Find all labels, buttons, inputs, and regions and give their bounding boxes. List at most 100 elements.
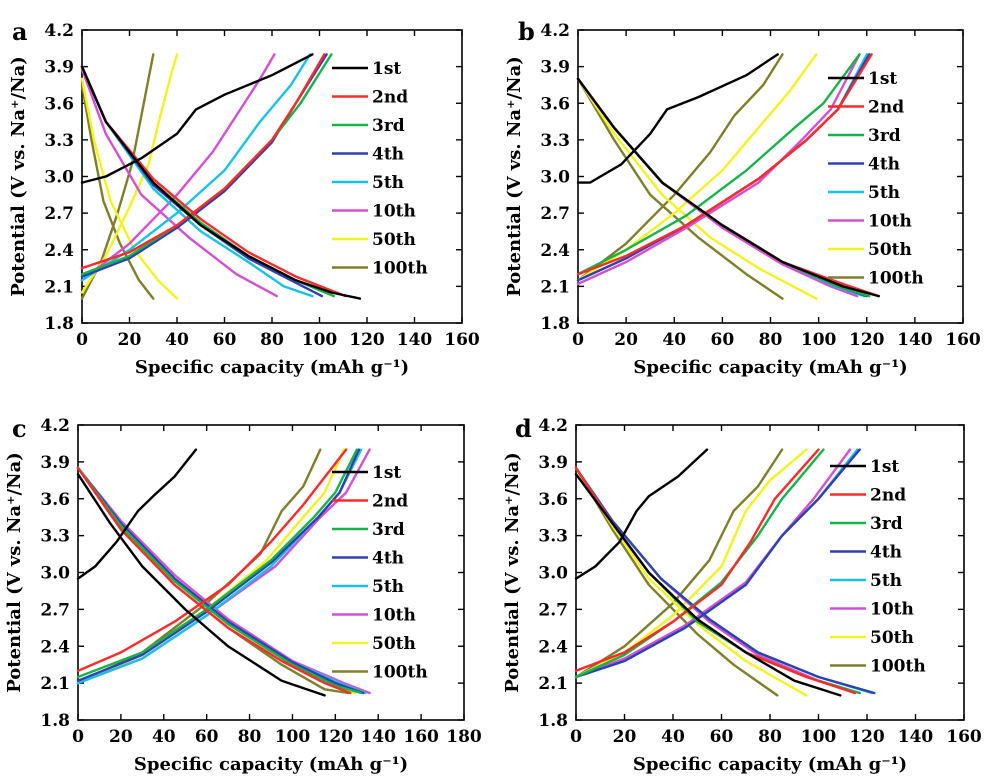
panel-letter: d [515, 414, 532, 443]
series-100th-discharge-curve [574, 466, 779, 697]
panel-c: 0 20 40 60 80 100 120 140 160 180 1.8 2.1 2.4 2.7 3.0 3… [4, 414, 482, 775]
legend-label: 10th [870, 600, 914, 620]
series-1st-charge-curve [574, 448, 709, 580]
x-tick-label: 60 [195, 727, 219, 747]
legend: 1st 2nd 3rd 4th 5th 10th 50th 100th [830, 457, 926, 677]
y-tick-label: 2.4 [538, 637, 568, 657]
x-tick-label: 80 [260, 330, 284, 350]
x-tick-label: 40 [165, 330, 189, 350]
y-tick-label: 3.9 [540, 58, 570, 78]
legend-label: 10th [372, 202, 416, 222]
x-tick-label: 80 [758, 727, 782, 747]
legend-label: 1st [868, 69, 897, 89]
y-tick-label: 3.6 [540, 94, 570, 114]
series-2nd-charge-curve [574, 448, 820, 672]
x-tick-label: 40 [661, 727, 685, 747]
y-tick-label: 3.3 [44, 131, 74, 151]
legend: 1st 2nd 3rd 4th 5th 10th 50th 100th [332, 59, 428, 279]
legend-label: 50th [870, 628, 914, 648]
legend-label: 100th [372, 663, 428, 683]
y-tick-label: 3.0 [538, 564, 568, 584]
series-100th-charge-curve [576, 53, 784, 282]
series-3rd-charge-curve [76, 448, 358, 679]
y-tick-label: 3.6 [44, 94, 74, 114]
y-tick-label: 3.0 [44, 168, 74, 188]
series-100th-discharge-curve [76, 466, 350, 695]
x-tick-label: 160 [403, 727, 439, 747]
x-tick-label: 140 [360, 727, 396, 747]
legend-label: 3rd [372, 116, 405, 136]
series-3rd-charge-curve [574, 448, 825, 679]
series-50th-charge-curve [80, 53, 179, 294]
y-tick-label: 4.2 [538, 416, 568, 436]
x-tick-label: 20 [613, 727, 637, 747]
x-tick-label: 80 [759, 330, 783, 350]
legend-label: 5th [868, 183, 900, 203]
x-tick-label: 0 [72, 727, 84, 747]
y-tick-label: 3.9 [538, 453, 568, 473]
y-tick-label: 2.4 [40, 637, 70, 657]
series-100th-discharge-curve [576, 77, 784, 300]
y-tick-label: 2.1 [40, 674, 70, 694]
series-3rd-discharge-curve [76, 466, 363, 695]
x-tick-label: 60 [710, 727, 734, 747]
legend-label: 4th [372, 549, 404, 569]
series-1st-charge-curve [576, 53, 779, 184]
y-tick-label: 1.8 [44, 314, 74, 334]
y-tick-label: 3.3 [538, 527, 568, 547]
legend-label: 5th [372, 577, 404, 597]
series-4th-charge-curve [574, 448, 861, 679]
series-100th-discharge-curve [80, 83, 155, 300]
panel-letter: c [12, 414, 27, 443]
x-tick-label: 60 [213, 330, 237, 350]
y-tick-label: 2.7 [538, 600, 568, 620]
x-tick-label: 120 [318, 727, 354, 747]
legend-label: 50th [372, 230, 416, 250]
y-tick-label: 3.9 [44, 58, 74, 78]
series-5th-charge-curve [574, 448, 859, 679]
y-tick-label: 4.2 [44, 21, 74, 41]
x-tick-label: 100 [302, 330, 338, 350]
y-axis-title: Potential (V vs. Na⁺/Na) [504, 56, 525, 297]
x-tick-label: 100 [801, 727, 837, 747]
legend-label: 100th [372, 259, 428, 279]
series-3rd-charge-curve [576, 53, 861, 276]
panel-a: 0 20 40 60 80 100 120 140 160 1.8 2.1 2.4 2.7 3.0 3.3 3… [8, 17, 480, 378]
x-tick-label: 160 [444, 330, 480, 350]
series-10th-charge-curve [76, 448, 371, 685]
y-tick-label: 2.4 [540, 241, 570, 261]
legend-label: 10th [372, 606, 416, 626]
x-tick-label: 140 [898, 727, 934, 747]
legend-label: 1st [870, 457, 899, 477]
x-tick-label: 140 [397, 330, 433, 350]
y-axis-title: Potential (V vs. Na⁺/Na) [4, 452, 25, 693]
panel-b: 0 20 40 60 80 100 120 140 160 1.8 2.1 2.4 2.7 3.0 3.3 3… [504, 17, 981, 378]
series-2nd-discharge-curve [76, 466, 352, 695]
x-tick-label: 160 [946, 727, 982, 747]
series-1st-discharge-curve [76, 473, 326, 697]
series-10th-discharge-curve [76, 466, 371, 695]
series-5th-charge-curve [80, 53, 312, 282]
y-axis-title: Potential (V vs. Na⁺/Na) [502, 452, 523, 693]
y-tick-label: 2.4 [44, 241, 74, 261]
series-2nd-charge-curve [76, 448, 348, 672]
legend-label: 3rd [870, 514, 903, 534]
series-100th-charge-curve [76, 448, 322, 685]
series-50th-discharge-curve [576, 77, 818, 300]
y-tick-label: 2.7 [540, 204, 570, 224]
y-tick-label: 2.1 [540, 277, 570, 297]
legend-label: 5th [870, 571, 902, 591]
series-2nd-charge-curve [80, 53, 326, 270]
x-tick-label: 120 [849, 330, 885, 350]
x-tick-label: 120 [849, 727, 885, 747]
series-10th-charge-curve [576, 53, 861, 286]
x-tick-label: 140 [897, 330, 933, 350]
y-tick-label: 2.7 [40, 600, 70, 620]
legend: 1st 2nd 3rd 4th 5th 10th 50th 100th [332, 463, 428, 683]
panel-letter: b [518, 17, 535, 46]
legend-label: 4th [870, 543, 902, 563]
legend-label: 2nd [870, 486, 906, 506]
legend-label: 10th [868, 212, 912, 232]
series-10th-charge-curve [574, 448, 852, 679]
y-tick-label: 3.3 [40, 527, 70, 547]
